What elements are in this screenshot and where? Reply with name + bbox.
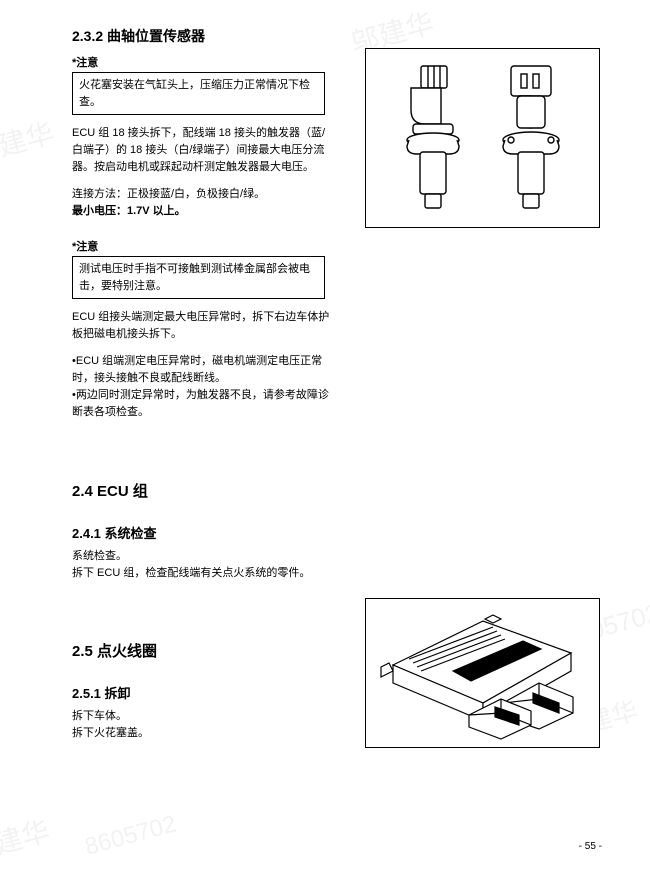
text-line: •ECU 组端测定电压异常时，磁电机端测定电压正常时，接头接触不良或配线断线。 xyxy=(72,355,322,384)
text-line: 连接方法：正极接蓝/白，负极接白/绿。 xyxy=(72,188,265,200)
text-line: •两边同时测定异常时，为触发器不良，请参考故障诊断表各项检查。 xyxy=(72,389,329,418)
paragraph: 拆下车体。 拆下火花塞盖。 xyxy=(72,708,332,742)
paragraph: ECU 组接头端测定最大电压异常时，拆下右边车体护板把磁电机接头拆下。 xyxy=(72,309,332,343)
sensor-diagram-icon xyxy=(373,54,593,222)
note-label: *注意 xyxy=(72,238,330,254)
paragraph: ECU 组 18 接头拆下，配线端 18 接头的触发器（蓝/白端子）的 18 接… xyxy=(72,125,332,176)
note-box: 测试电压时手指不可接触到测试棒金属部会被电击，要特别注意。 xyxy=(72,256,325,299)
section-2-4-title: 2.4 ECU 组 xyxy=(72,480,602,501)
text-line: 拆下车体。 xyxy=(72,710,127,722)
page-number: - 55 - xyxy=(579,841,602,852)
text-line: 系统检查。 xyxy=(72,550,127,562)
section-2-4-1-title: 2.4.1 系统检查 xyxy=(72,523,602,542)
note-box: 火花塞安装在气缸头上，压缩压力正常情况下检查。 xyxy=(72,72,325,115)
text-line-bold: 最小电压：1.7V 以上。 xyxy=(72,205,186,217)
paragraph: 系统检查。 拆下 ECU 组，检查配线端有关点火系统的零件。 xyxy=(72,548,352,582)
text-line: 拆下 ECU 组，检查配线端有关点火系统的零件。 xyxy=(72,567,310,579)
text-line: 拆下火花塞盖。 xyxy=(72,727,149,739)
watermark: 邬建华 xyxy=(0,112,58,172)
paragraph: 连接方法：正极接蓝/白，负极接白/绿。 最小电压：1.7V 以上。 xyxy=(72,186,332,220)
ecu-diagram-icon xyxy=(373,603,593,743)
note-label: *注意 xyxy=(72,54,330,70)
section-2-3-2-title: 2.3.2 曲轴位置传感器 xyxy=(72,26,602,46)
figure-ecu-module xyxy=(365,598,600,748)
watermark: 8605702 xyxy=(82,810,180,861)
figure-crankshaft-sensors xyxy=(365,48,600,228)
section-2-3-2-body: *注意 火花塞安装在气缸头上，压缩压力正常情况下检查。 ECU 组 18 接头拆… xyxy=(72,54,330,422)
watermark: 邬建华 xyxy=(0,810,54,870)
paragraph: •ECU 组端测定电压异常时，磁电机端测定电压正常时，接头接触不良或配线断线。 … xyxy=(72,353,332,421)
